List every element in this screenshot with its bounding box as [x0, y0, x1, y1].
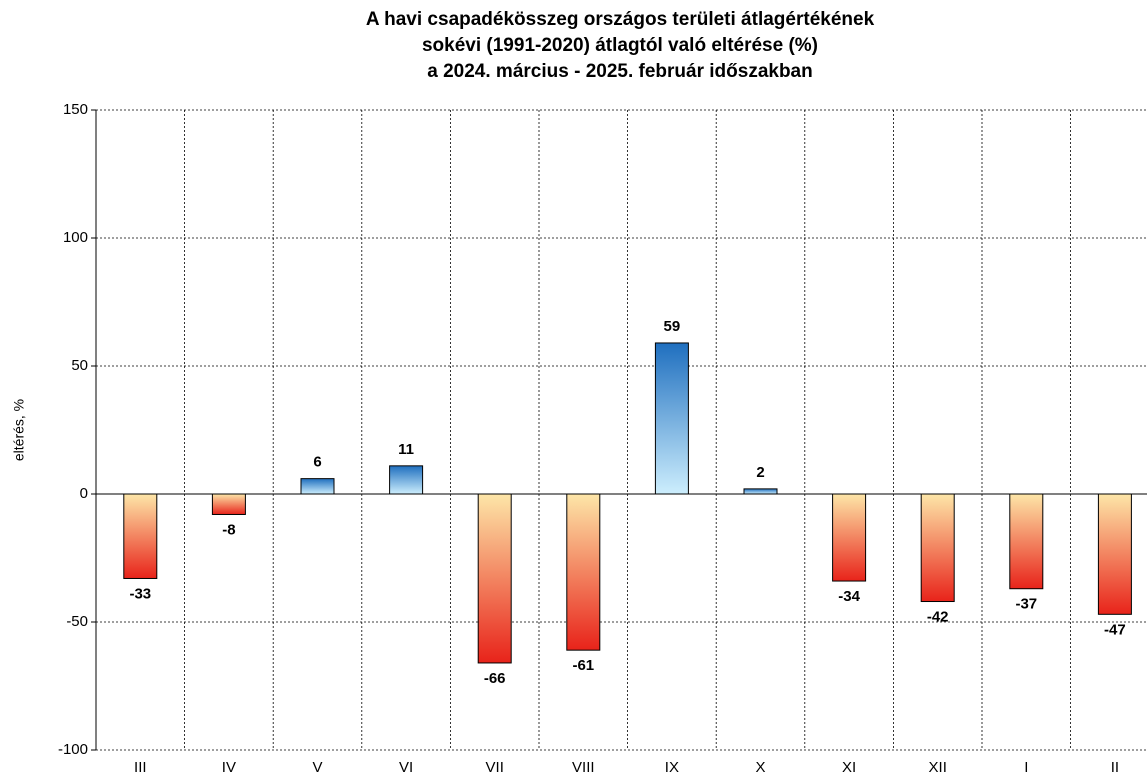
- x-tick-label: II: [1111, 759, 1119, 776]
- chart-title: sokévi (1991-2020) átlagtól való eltérés…: [422, 35, 818, 56]
- bar: [832, 493, 867, 582]
- x-tick-label: III: [134, 759, 147, 776]
- x-tick-label: I: [1024, 759, 1028, 776]
- y-tick-label: 150: [63, 101, 88, 118]
- x-tick-label: V: [312, 759, 322, 776]
- x-tick-label: VIII: [572, 759, 595, 776]
- x-tick-label: IV: [222, 759, 236, 776]
- value-label: -37: [1015, 596, 1037, 613]
- value-label: -34: [838, 588, 860, 605]
- bar: [477, 493, 512, 664]
- y-tick-label: -50: [66, 613, 88, 630]
- bar: [920, 493, 955, 603]
- x-tick-label: XI: [842, 759, 856, 776]
- chart-title: A havi csapadékösszeg országos területi …: [366, 9, 875, 30]
- y-axis-label: eltérés, %: [11, 399, 27, 461]
- bar: [300, 478, 335, 495]
- value-label: -42: [927, 608, 949, 625]
- bar: [123, 493, 158, 579]
- y-tick-label: 100: [63, 229, 88, 246]
- bar: [566, 493, 601, 651]
- y-tick-label: -100: [58, 741, 88, 758]
- bar: [1009, 493, 1044, 590]
- value-label: -8: [222, 521, 235, 538]
- chart-title: a 2024. március - 2025. február időszakb…: [427, 61, 812, 82]
- bar: [743, 488, 778, 495]
- value-label: -47: [1104, 621, 1126, 638]
- value-label: 11: [398, 441, 414, 458]
- value-label: 6: [313, 454, 321, 471]
- x-tick-label: XII: [929, 759, 947, 776]
- x-tick-label: IX: [665, 759, 679, 776]
- x-tick-label: VI: [399, 759, 413, 776]
- bar: [211, 493, 246, 515]
- value-label: -33: [129, 585, 151, 602]
- bar: [389, 465, 424, 495]
- y-tick-label: 0: [80, 485, 88, 502]
- value-label: -66: [484, 670, 506, 687]
- x-tick-label: X: [755, 759, 765, 776]
- bar: [654, 342, 689, 495]
- value-label: 59: [664, 318, 681, 335]
- bar: [1097, 493, 1132, 615]
- y-tick-label: 50: [71, 357, 88, 374]
- value-label: 2: [756, 464, 764, 481]
- value-label: -61: [572, 657, 594, 674]
- x-tick-label: VII: [486, 759, 504, 776]
